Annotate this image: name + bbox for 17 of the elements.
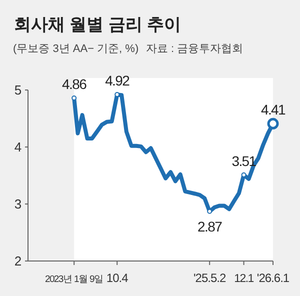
y-tick-label: 5 (14, 82, 22, 98)
x-tick-label: 10.4 (106, 271, 129, 285)
y-tick-label: 3 (14, 196, 22, 212)
chart-title: 회사채 월별 금리 추이 (14, 15, 182, 34)
chart-subtitle: (무보증 3년 AA− 기준, %) (13, 43, 139, 55)
text: 자료 : 금융투자협회 (146, 43, 244, 55)
point (72, 95, 77, 100)
y-tick-label: 4 (14, 140, 22, 154)
x-tick-label: '26.6.1 (256, 271, 290, 285)
annotation: 4.86 (62, 76, 88, 92)
annotation: 2.87 (198, 218, 223, 234)
y-tick-label: 2 (14, 254, 22, 268)
x-tick-label: '25.5.2 (194, 271, 226, 285)
x-tick-label: 12.1 (234, 273, 254, 285)
x-tick-label: 2023년 1월 9일 (44, 274, 104, 285)
annotation: 4.41 (260, 102, 286, 118)
annotation: 4.92 (105, 72, 130, 89)
